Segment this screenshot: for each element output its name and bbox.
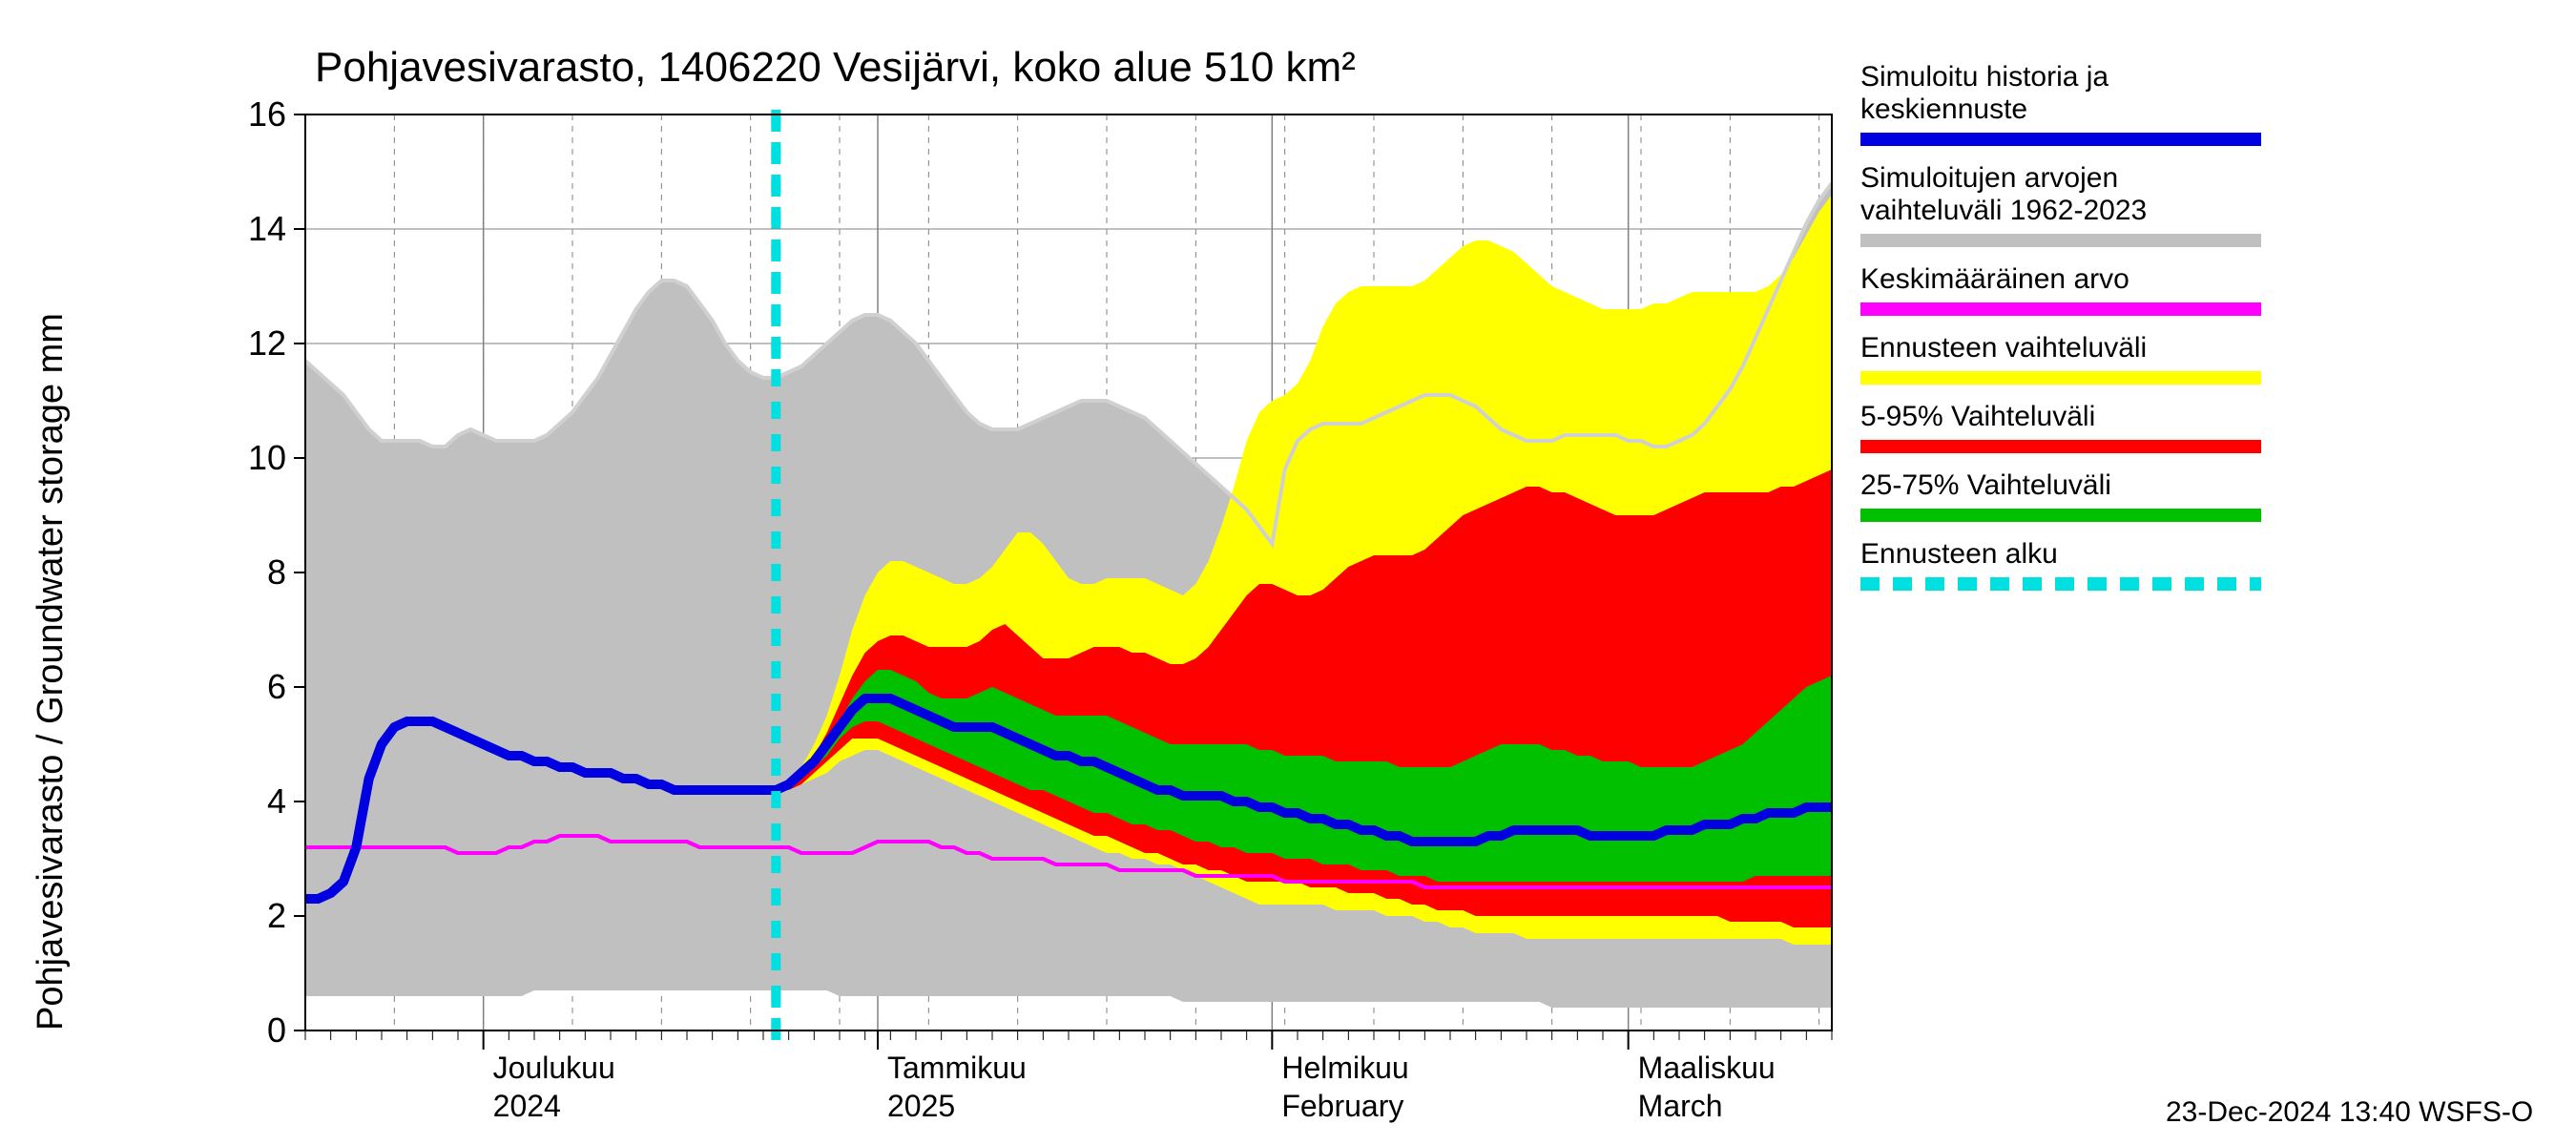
- legend: Simuloitu historia jakeskiennuste Simuloi…: [1860, 61, 2261, 584]
- footer-text: 23-Dec-2024 13:40 WSFS-O: [2166, 1096, 2533, 1128]
- xtick-label-bottom: March: [1638, 1089, 1723, 1123]
- xtick-label-top: Maaliskuu: [1638, 1051, 1776, 1085]
- ytick-label: 10: [248, 438, 286, 477]
- legend-label: Ennusteen vaihteluväli: [1860, 332, 2147, 364]
- xtick-label-top: Helmikuu: [1281, 1051, 1408, 1085]
- xtick-label-bottom: 2025: [887, 1089, 955, 1123]
- ytick-label: 0: [267, 1010, 286, 1050]
- legend-label: Keskimääräinen arvo: [1860, 263, 2129, 295]
- legend-swatch: [1860, 234, 2261, 247]
- xtick-label-bottom: February: [1281, 1089, 1403, 1123]
- legend-label: Simuloitujen arvojen: [1860, 162, 2118, 194]
- ytick-label: 6: [267, 667, 286, 706]
- ytick-label: 12: [248, 323, 286, 363]
- legend-label: Ennusteen alku: [1860, 538, 2058, 570]
- ytick-label: 16: [248, 94, 286, 134]
- chart-container: 0 2 4 6 8 10 12 14 16 Joulukuu 2024 Tammikuu 2025 Hel…: [0, 0, 2576, 1145]
- xtick-label-bottom: 2024: [493, 1089, 561, 1123]
- chart-title: Pohjavesivarasto, 1406220 Vesijärvi, kok…: [315, 44, 1356, 91]
- legend-label: 5-95% Vaihteluväli: [1860, 401, 2095, 432]
- ytick-label: 8: [267, 552, 286, 592]
- ytick-label: 2: [267, 896, 286, 935]
- legend-label: Simuloitu historia ja: [1860, 61, 2109, 93]
- xtick-label-top: Tammikuu: [887, 1051, 1027, 1085]
- ytick-label: 14: [248, 209, 286, 248]
- legend-label: vaihteluväli 1962-2023: [1860, 195, 2147, 226]
- legend-swatch: [1860, 440, 2261, 453]
- ytick-label: 4: [267, 781, 286, 821]
- legend-label: keskiennuste: [1860, 94, 2027, 125]
- plot-area: [305, 183, 1832, 1008]
- legend-label: 25-75% Vaihteluväli: [1860, 469, 2111, 501]
- legend-swatch: [1860, 509, 2261, 522]
- legend-swatch: [1860, 371, 2261, 385]
- xtick-label-top: Joulukuu: [493, 1051, 615, 1085]
- chart-svg: 0 2 4 6 8 10 12 14 16 Joulukuu 2024 Tammikuu 2025 Hel…: [0, 0, 2576, 1145]
- y-axis-label: Pohjavesivarasto / Groundwater storage m…: [31, 313, 71, 1030]
